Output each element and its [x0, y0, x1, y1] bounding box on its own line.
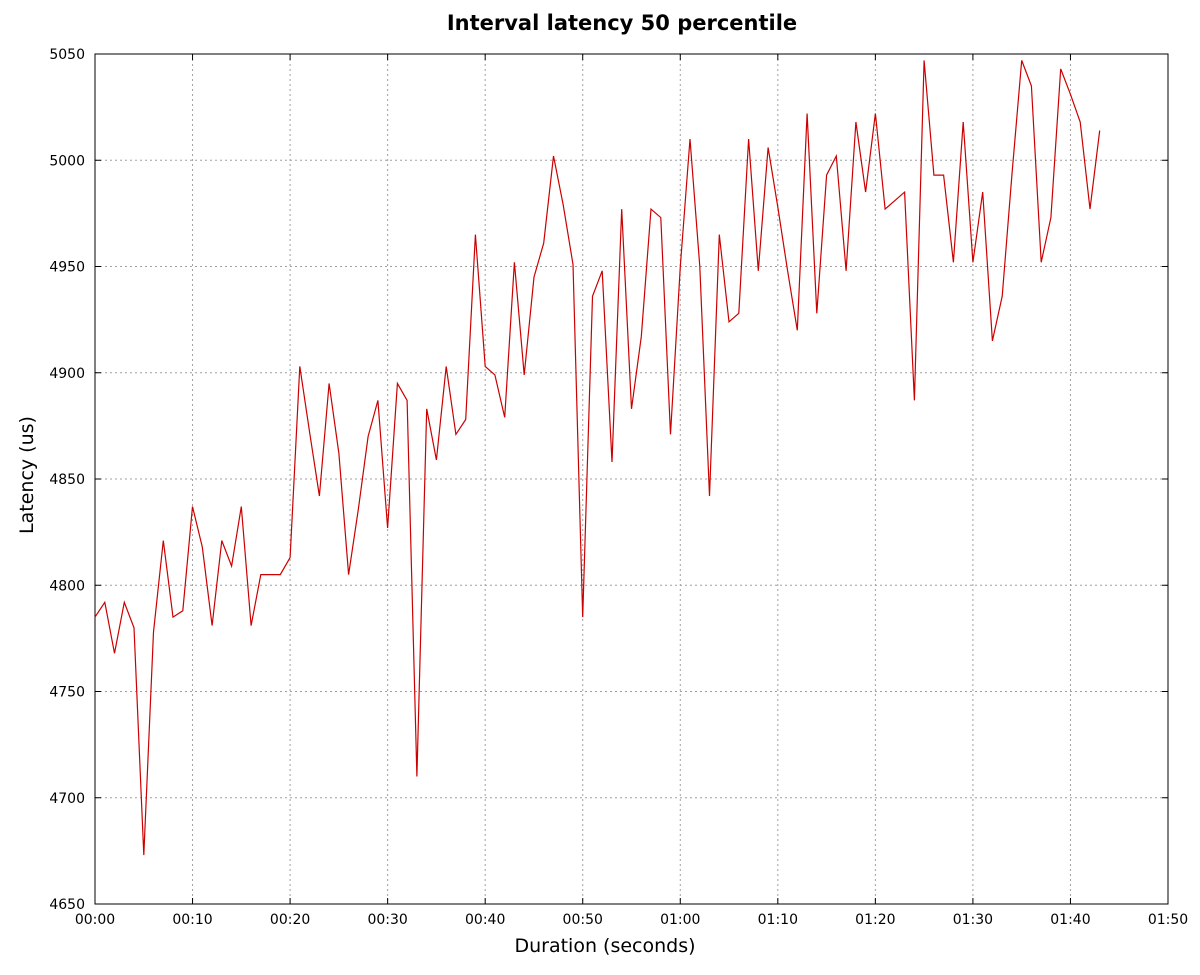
y-tick-label: 4700: [49, 791, 85, 807]
x-tick-label: 00:10: [172, 912, 212, 928]
x-tick-label: 00:50: [563, 912, 603, 928]
y-tick-label: 4800: [49, 578, 85, 594]
x-tick-label: 01:40: [1050, 912, 1090, 928]
y-tick-label: 4750: [49, 685, 85, 701]
x-tick-label: 01:00: [660, 912, 700, 928]
y-tick-label: 5000: [49, 153, 85, 169]
series: [94, 60, 1101, 856]
series-line: [94, 60, 1101, 856]
y-tick-label: 4650: [49, 897, 85, 913]
x-tick-label: 01:30: [953, 912, 993, 928]
x-tick-label: 00:30: [367, 912, 407, 928]
y-tick-label: 5050: [49, 47, 85, 63]
grid: [95, 54, 1168, 904]
x-tick-label: 00:00: [75, 912, 115, 928]
y-tick-label: 4850: [49, 472, 85, 488]
x-tick-label: 00:20: [270, 912, 310, 928]
axis-ticks: [94, 53, 1169, 905]
x-tick-label: 00:40: [465, 912, 505, 928]
x-tick-label: 01:10: [758, 912, 798, 928]
y-tick-label: 4900: [49, 366, 85, 382]
x-tick-label: 01:20: [855, 912, 895, 928]
y-axis-label: Latency (us): [16, 416, 38, 534]
chart-title: Interval latency 50 percentile: [447, 11, 797, 35]
x-axis-label: Duration (seconds): [514, 935, 695, 957]
x-tick-label: 01:50: [1148, 912, 1188, 928]
y-tick-labels: 4650 4700 4750 4800 4850 4900 4950 5000 5050: [49, 47, 85, 913]
x-tick-labels: 00:00 00:10 00:20 00:30 00:40 00:50 01:00 01:10…: [75, 912, 1188, 928]
y-tick-label: 4950: [49, 260, 85, 276]
